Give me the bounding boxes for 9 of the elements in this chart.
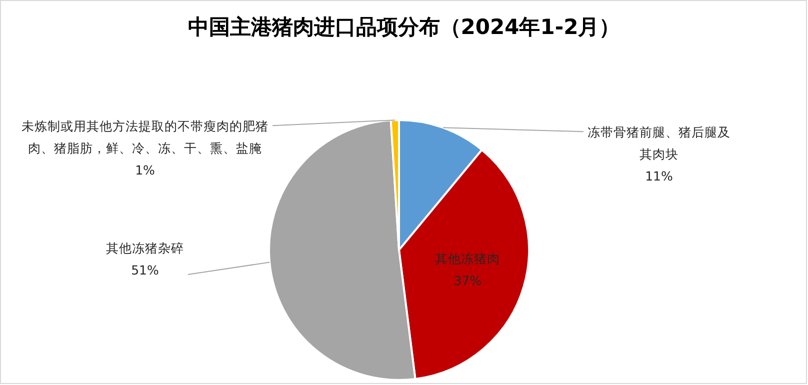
chart-title: 中国主港猪肉进口品项分布（2024年1-2月） (188, 15, 620, 39)
slice-label: 其他冻猪肉 (435, 250, 500, 266)
data-label: 37% (454, 272, 482, 288)
data-label: 51% (131, 262, 160, 278)
slice-label: 其他冻猪杂碎 (106, 240, 184, 256)
data-label: 11% (645, 168, 674, 184)
slice-label: 未炼制或用其他方法提取的不带瘦肉的肥猪肉、猪脂肪，鲜、冷、冻、干、熏、盐腌 (22, 118, 268, 156)
data-label: 1% (135, 162, 156, 178)
slice-label: 冻带骨猪前腿、猪后腿及其肉块 (588, 124, 730, 162)
